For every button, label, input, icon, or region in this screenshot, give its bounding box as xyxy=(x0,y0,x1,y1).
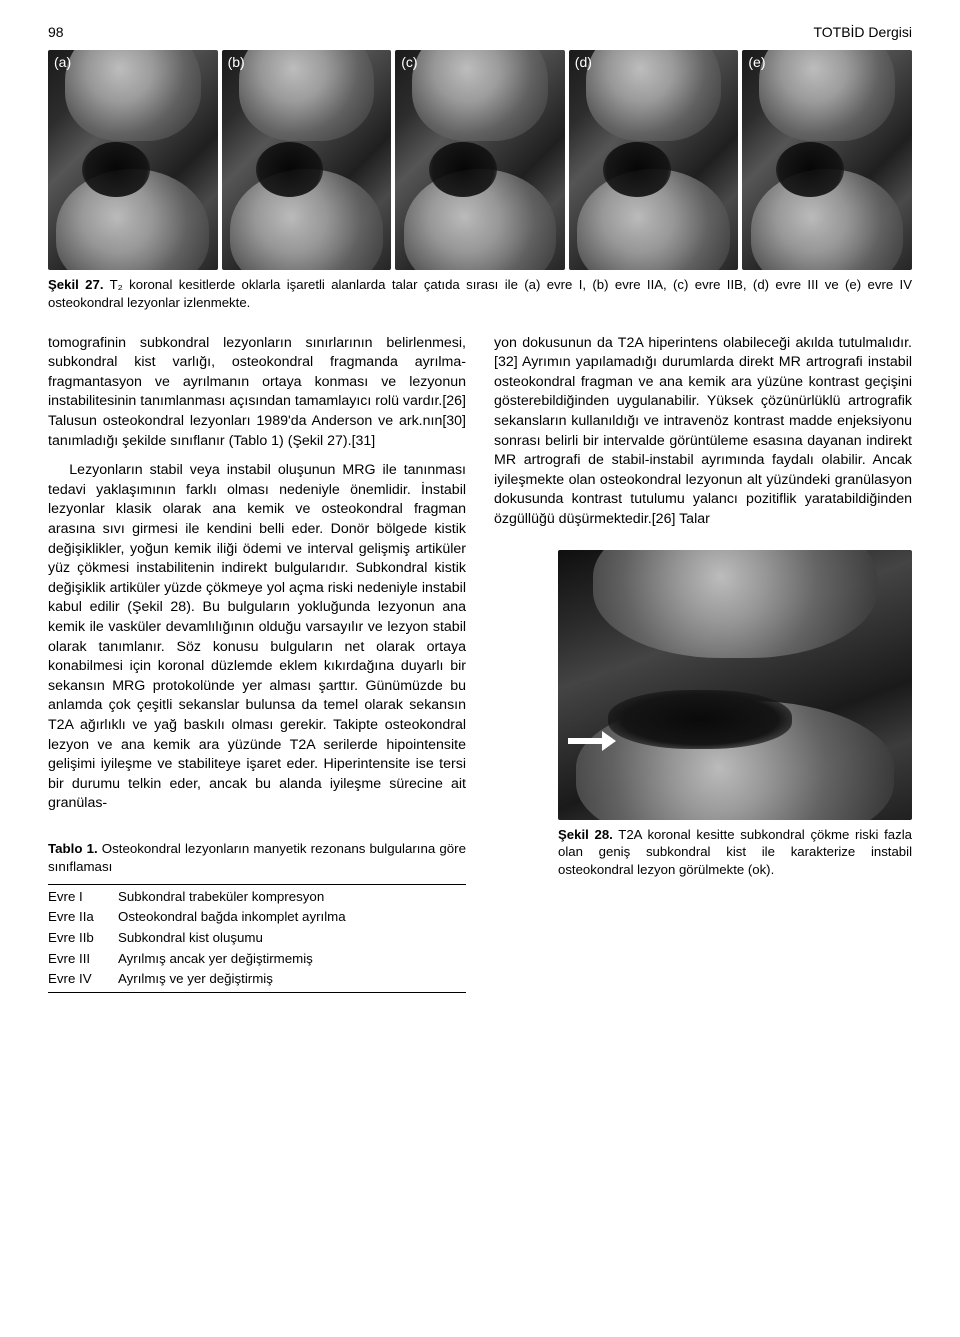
page-header: 98 TOTBİD Dergisi xyxy=(48,24,912,40)
table-row: Evre III Ayrılmış ancak yer değiştirmemi… xyxy=(48,949,466,970)
table-row: Evre IV Ayrılmış ve yer değiştirmiş xyxy=(48,969,466,990)
table-cell-stage: Evre IIb xyxy=(48,928,118,949)
table-1: Tablo 1. Osteokondral lezyonların manyet… xyxy=(48,840,466,993)
arrow-icon xyxy=(568,734,616,748)
table-cell-desc: Subkondral trabeküler kompresyon xyxy=(118,887,466,908)
left-p1: tomografinin subkondral lezyonların sını… xyxy=(48,334,466,452)
figure-27-caption: Şekil 27. T₂ koronal kesitlerde oklarla … xyxy=(48,276,912,312)
table-row: Evre I Subkondral trabeküler kompresyon xyxy=(48,887,466,908)
left-column: tomografinin subkondral lezyonların sını… xyxy=(48,334,466,995)
figure-27-panel-e: (e) xyxy=(742,50,912,270)
figure-27-label: Şekil 27. xyxy=(48,277,103,292)
panel-label-b: (b) xyxy=(228,54,245,70)
figure-28-block: Şekil 28. T2A koronal kesitte subkondral… xyxy=(494,550,912,879)
figure-27-panels: (a) (b) (c) (d) (e) xyxy=(48,50,912,270)
figure-28-caption: Şekil 28. T2A koronal kesitte subkondral… xyxy=(558,826,912,879)
table-cell-stage: Evre IV xyxy=(48,969,118,990)
figure-27-panel-a: (a) xyxy=(48,50,218,270)
panel-label-c: (c) xyxy=(401,54,417,70)
table-cell-desc: Ayrılmış ve yer değiştirmiş xyxy=(118,969,466,990)
right-column: yon dokusunun da T2A hiperintens olabile… xyxy=(494,334,912,995)
left-p2: Lezyonların stabil veya instabil oluşunu… xyxy=(48,461,466,814)
figure-28-label: Şekil 28. xyxy=(558,827,613,842)
table-row: Evre IIb Subkondral kist oluşumu xyxy=(48,928,466,949)
table-row: Evre IIa Osteokondral bağda inkomplet ay… xyxy=(48,907,466,928)
table-1-caption: Tablo 1. Osteokondral lezyonların manyet… xyxy=(48,840,466,876)
figure-27-panel-d: (d) xyxy=(569,50,739,270)
body-columns: tomografinin subkondral lezyonların sını… xyxy=(48,334,912,995)
table-1-rows: Evre I Subkondral trabeküler kompresyon … xyxy=(48,887,466,990)
table-1-caption-text: Osteokondral lezyonların manyetik rezona… xyxy=(48,841,466,874)
panel-label-d: (d) xyxy=(575,54,592,70)
table-cell-stage: Evre I xyxy=(48,887,118,908)
figure-28-image xyxy=(558,550,912,820)
table-cell-stage: Evre III xyxy=(48,949,118,970)
table-1-label: Tablo 1. xyxy=(48,841,98,856)
table-cell-desc: Ayrılmış ancak yer değiştirmemiş xyxy=(118,949,466,970)
figure-27-caption-text: T₂ koronal kesitlerde oklarla işaretli a… xyxy=(48,277,912,310)
journal-page: 98 TOTBİD Dergisi (a) (b) (c) (d) (e) Şe… xyxy=(0,0,960,1035)
table-cell-desc: Subkondral kist oluşumu xyxy=(118,928,466,949)
page-number: 98 xyxy=(48,24,64,40)
table-rule-top xyxy=(48,884,466,885)
figure-27-panel-c: (c) xyxy=(395,50,565,270)
table-cell-stage: Evre IIa xyxy=(48,907,118,928)
table-rule-bottom xyxy=(48,992,466,993)
journal-title: TOTBİD Dergisi xyxy=(813,24,912,40)
right-p1: yon dokusunun da T2A hiperintens olabile… xyxy=(494,334,912,530)
panel-label-e: (e) xyxy=(748,54,765,70)
figure-27-panel-b: (b) xyxy=(222,50,392,270)
table-cell-desc: Osteokondral bağda inkomplet ayrılma xyxy=(118,907,466,928)
panel-label-a: (a) xyxy=(54,54,71,70)
